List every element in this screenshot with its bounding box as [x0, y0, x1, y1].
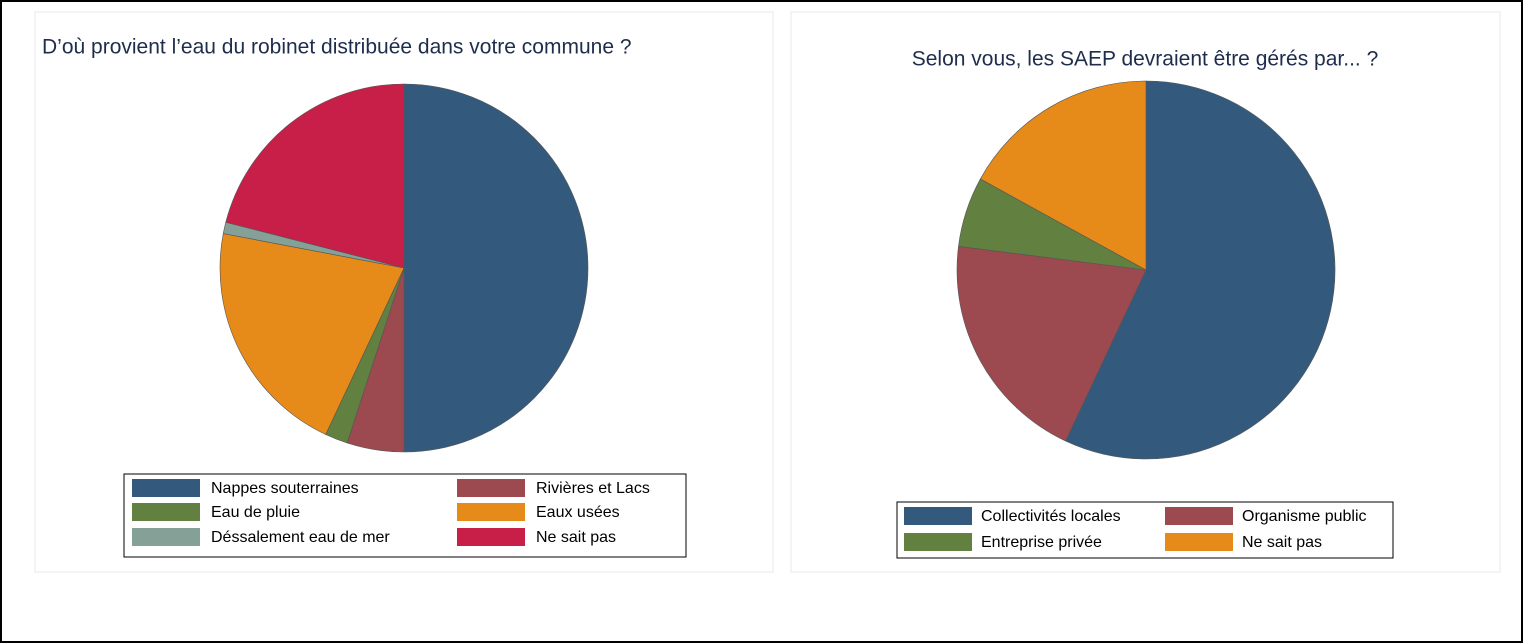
pie-slice [1065, 80, 1336, 460]
legend-swatch [132, 479, 200, 497]
legend-label: Collectivités locales [981, 508, 1121, 525]
legend-swatch [457, 479, 525, 497]
legend-swatch [1165, 533, 1233, 551]
legend [896, 501, 1394, 559]
legend-swatch [904, 507, 972, 525]
legend-swatch [904, 533, 972, 551]
legend-swatch [1165, 507, 1233, 525]
legend-swatch [132, 503, 200, 521]
pie-slice [979, 80, 1147, 271]
legend-label: Rivières et Lacs [536, 480, 650, 497]
pie-slice [225, 83, 405, 269]
legend-label: Organisme public [1242, 508, 1367, 525]
legend [123, 473, 687, 558]
legend-label: Eau de pluie [211, 504, 300, 521]
chart-title: D’où provient l’eau du robinet distribué… [42, 36, 632, 59]
legend-swatch [457, 528, 525, 546]
legend-swatch [132, 528, 200, 546]
legend-label: Nappes souterraines [211, 480, 359, 497]
legend-label: Ne sait pas [1242, 534, 1322, 551]
legend-label: Entreprise privée [981, 534, 1102, 551]
pie-slice [403, 83, 589, 453]
legend-label: Ne sait pas [536, 529, 616, 546]
legend-swatch [457, 503, 525, 521]
legend-label: Déssalement eau de mer [211, 529, 390, 546]
pie-slice [956, 245, 1147, 442]
pie-slice [219, 233, 405, 435]
chart-title: Selon vous, les SAEP devraient être géré… [912, 48, 1379, 71]
legend-label: Eaux usées [536, 504, 620, 521]
